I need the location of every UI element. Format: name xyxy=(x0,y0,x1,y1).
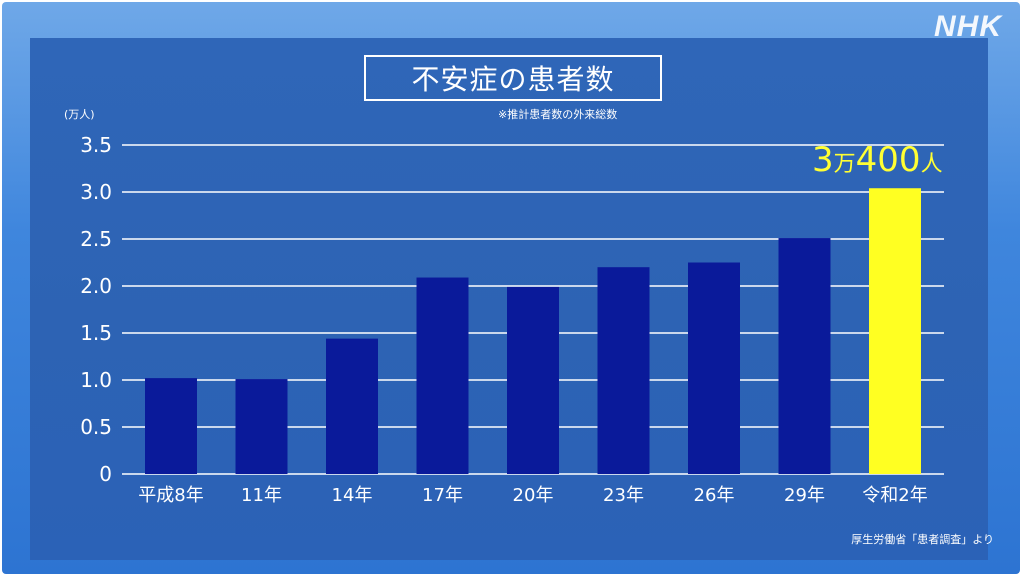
x-category-label: 令和2年 xyxy=(862,485,927,506)
callout-number: 3 xyxy=(812,140,834,180)
x-category-label: 17年 xyxy=(422,485,463,506)
nhk-logo: NHK xyxy=(934,10,1002,43)
x-category-label: 11年 xyxy=(241,485,282,506)
bar xyxy=(326,338,378,474)
callout-unit-man: 万 xyxy=(833,152,856,177)
y-tick-label: 1.0 xyxy=(80,368,112,392)
x-category-label: 20年 xyxy=(513,485,554,506)
bar-highlight xyxy=(869,188,921,475)
bar xyxy=(145,378,197,474)
x-category-label: 14年 xyxy=(332,485,373,506)
source-note: 厚生労働省「患者調査」より xyxy=(851,533,994,546)
bar xyxy=(778,238,831,474)
chart-title: 不安症の患者数 xyxy=(364,55,662,101)
y-tick-label: 1.5 xyxy=(80,321,112,345)
y-tick-label: 2.0 xyxy=(80,274,112,298)
y-tick-label: 3.0 xyxy=(80,180,112,204)
x-category-label: 23年 xyxy=(603,485,644,506)
x-category-label: 29年 xyxy=(784,485,825,506)
bar xyxy=(597,267,650,474)
bar xyxy=(235,379,288,474)
y-tick-label: 3.5 xyxy=(80,133,112,157)
y-tick-label: 0.5 xyxy=(80,415,112,439)
bar xyxy=(507,286,559,474)
bar xyxy=(416,277,469,474)
x-category-label: 26年 xyxy=(694,485,735,506)
callout-number-2: 400 xyxy=(855,140,921,180)
x-category-label: 平成8年 xyxy=(138,485,203,506)
y-tick-label: 0 xyxy=(99,462,112,486)
highlight-callout: 3万400人 xyxy=(812,140,943,180)
chart-note: ※推計患者数の外来総数 xyxy=(498,108,618,121)
y-tick-label: 2.5 xyxy=(80,227,112,251)
callout-unit-nin: 人 xyxy=(920,152,943,177)
y-axis-unit: (万人) xyxy=(64,108,95,121)
bar xyxy=(688,262,740,474)
